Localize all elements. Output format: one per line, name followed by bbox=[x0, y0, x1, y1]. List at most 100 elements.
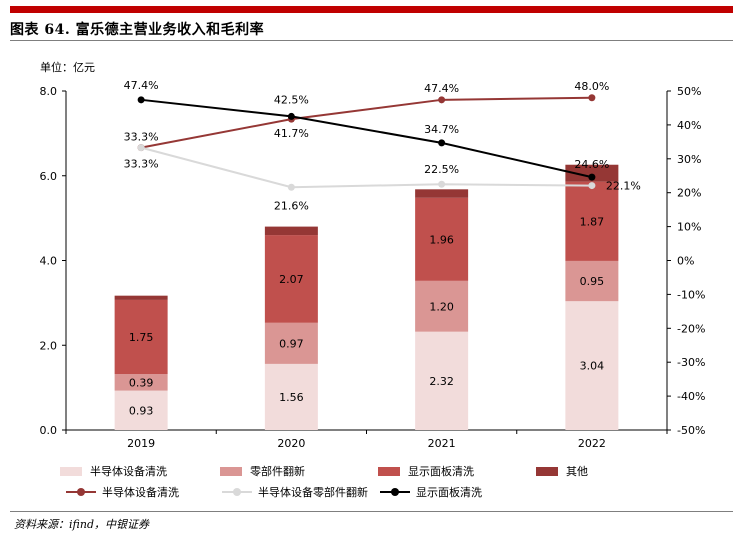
series-point bbox=[287, 112, 295, 120]
legend-label: 半导体设备零部件翻新 bbox=[258, 486, 368, 499]
series-point bbox=[438, 96, 446, 104]
line-data-label: 34.7% bbox=[424, 123, 459, 136]
bar-segment bbox=[264, 322, 318, 364]
footer-divider bbox=[10, 511, 733, 512]
bar-data-label: 2.07 bbox=[279, 273, 304, 286]
x-tick-label: 2020 bbox=[277, 437, 305, 450]
series-line bbox=[141, 98, 593, 179]
series-point bbox=[137, 144, 145, 152]
chart-svg: 0.0 2.0 4.0 6.0 8.0 -50% -40% -30% -20% -10% 0% 10%… bbox=[40, 79, 706, 450]
bar-data-label: 1.56 bbox=[279, 391, 304, 404]
bar-segment bbox=[415, 189, 469, 198]
x-tick-label: 2022 bbox=[578, 437, 606, 450]
bar-segment bbox=[114, 374, 168, 391]
line-data-label: 48.0% bbox=[574, 80, 609, 93]
legend-item-line-semiconductor: 半导体设备清洗 bbox=[66, 484, 179, 500]
legend: 半导体设备清洗 零部件翻新 显示面板清洗 其他 半导体设备清洗 半导体设备零部件… bbox=[60, 463, 740, 503]
legend-label: 显示面板清洗 bbox=[408, 465, 474, 478]
line-data-label: 41.7% bbox=[274, 127, 309, 140]
series-line bbox=[140, 96, 592, 149]
bar-data-label: 1.20 bbox=[429, 300, 454, 313]
legend-item-semiconductor-clean: 半导体设备清洗 bbox=[60, 463, 167, 479]
bar-data-label: 1.96 bbox=[429, 233, 454, 246]
bar-segment bbox=[565, 164, 619, 182]
bar-data-label: 1.75 bbox=[129, 331, 154, 344]
series-point bbox=[588, 173, 596, 181]
bar-segment bbox=[415, 331, 469, 430]
legend-swatch bbox=[378, 466, 400, 476]
legend-label: 半导体设备清洗 bbox=[102, 486, 179, 499]
line-data-label: 42.5% bbox=[274, 93, 309, 106]
series-point bbox=[438, 139, 446, 147]
x-tick-label: 2019 bbox=[127, 437, 155, 450]
bar-segment bbox=[264, 235, 318, 323]
line-data-label: 24.6% bbox=[574, 158, 609, 171]
y2-tick-label: 20% bbox=[677, 187, 701, 200]
bar-segment bbox=[565, 181, 619, 261]
title-divider bbox=[10, 40, 733, 41]
bar-data-label: 0.93 bbox=[129, 404, 154, 417]
unit-label: 单位：亿元 bbox=[40, 61, 95, 74]
bar-segment bbox=[114, 295, 168, 300]
legend-swatch bbox=[60, 466, 82, 476]
source-note: 资料来源：ifind，中银证券 bbox=[14, 518, 149, 531]
y2-tick-label: -20% bbox=[677, 322, 705, 335]
y2-tick-label: 50% bbox=[677, 85, 701, 98]
series-point bbox=[588, 182, 596, 190]
bar-data-label: 0.39 bbox=[129, 376, 154, 389]
line-data-label: 47.4% bbox=[124, 79, 159, 92]
legend-item-parts-refurbish: 零部件翻新 bbox=[220, 463, 305, 479]
legend-label: 零部件翻新 bbox=[250, 465, 305, 478]
legend-label: 显示面板清洗 bbox=[416, 486, 482, 499]
bar-segment bbox=[415, 197, 469, 281]
legend-line-marker bbox=[380, 487, 410, 497]
y-tick-label: 2.0 bbox=[40, 339, 58, 352]
bar-segment bbox=[565, 260, 619, 302]
line-data-label: 33.3% bbox=[124, 131, 159, 144]
legend-label: 半导体设备清洗 bbox=[90, 465, 167, 478]
bar-segment bbox=[264, 363, 318, 430]
legend-line-marker bbox=[222, 487, 252, 497]
line-data-label: 22.1% bbox=[606, 180, 641, 193]
bar-data-label: 1.87 bbox=[580, 215, 605, 228]
page-title: 图表 64. 富乐德主营业务收入和毛利率 bbox=[10, 22, 265, 38]
y2-tick-label: 30% bbox=[677, 153, 701, 166]
series-point bbox=[287, 183, 295, 191]
series-point bbox=[588, 94, 596, 102]
legend-swatch bbox=[220, 466, 242, 476]
line-data-label: 47.4% bbox=[424, 82, 459, 95]
line-data-label: 22.5% bbox=[424, 163, 459, 176]
y-tick-label: 6.0 bbox=[40, 170, 58, 183]
y-tick-label: 8.0 bbox=[40, 85, 58, 98]
bar-segment bbox=[565, 301, 619, 430]
y2-tick-label: -10% bbox=[677, 288, 705, 301]
y2-tick-label: -40% bbox=[677, 390, 705, 403]
series-point bbox=[137, 96, 145, 104]
x-tick-label: 2021 bbox=[428, 437, 456, 450]
bar-segment bbox=[264, 226, 318, 236]
bar-data-label: 2.32 bbox=[429, 375, 454, 388]
line-data-label: 21.6% bbox=[274, 199, 309, 212]
bar-data-label: 3.04 bbox=[580, 360, 605, 373]
bar-data-label: 0.95 bbox=[580, 275, 605, 288]
legend-item-line-panel: 显示面板清洗 bbox=[380, 484, 482, 500]
line-data-label: 33.3% bbox=[124, 158, 159, 171]
legend-item-line-parts: 半导体设备零部件翻新 bbox=[222, 484, 368, 500]
bar-data-label: 0.97 bbox=[279, 337, 304, 350]
y2-tick-label: -30% bbox=[677, 356, 705, 369]
bar-segment bbox=[114, 390, 168, 430]
legend-swatch bbox=[536, 466, 558, 476]
series-point bbox=[438, 180, 446, 188]
y-tick-label: 4.0 bbox=[40, 255, 58, 268]
legend-item-panel-clean: 显示面板清洗 bbox=[378, 463, 474, 479]
legend-label: 其他 bbox=[566, 465, 588, 478]
y2-tick-label: 10% bbox=[677, 221, 701, 234]
header-rule bbox=[10, 6, 733, 13]
y2-tick-label: 40% bbox=[677, 119, 701, 132]
y2-tick-label: 0% bbox=[677, 255, 694, 268]
bar-segment bbox=[114, 299, 168, 375]
y-tick-label: 0.0 bbox=[40, 424, 58, 437]
legend-line-marker bbox=[66, 487, 96, 497]
series-line bbox=[140, 146, 592, 189]
y2-tick-label: -50% bbox=[677, 424, 705, 437]
